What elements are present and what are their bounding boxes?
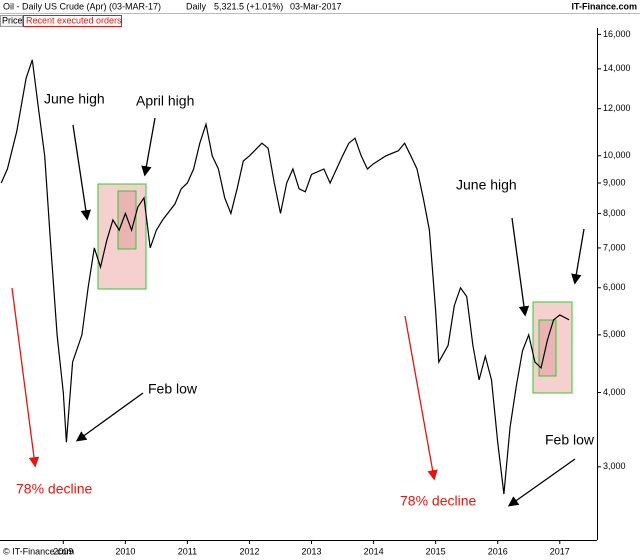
annotation: 78% decline [16,481,92,497]
x-tick-label: 2015 [426,546,446,556]
x-tick-label: 2010 [115,546,135,556]
tab-label[interactable]: Price [2,15,23,25]
last-price: 5,321.5 (+1.01%) [214,1,283,11]
arrow [72,124,91,221]
tab[interactable] [0,15,23,27]
y-tick-label: 7,000 [603,242,626,252]
y-tick-label: 10,000 [603,150,631,160]
plot [0,59,570,495]
arrow [75,392,144,442]
annotation: June high [44,91,105,107]
box [117,190,137,250]
tab[interactable] [23,15,122,27]
y-tick-label: 3,000 [603,461,626,471]
annotation: Feb low [545,432,595,448]
arrow [571,228,585,285]
y-tick-label: 8,000 [603,208,626,218]
x-tick-label: 2013 [302,546,322,556]
tab-label[interactable]: Recent executed orders [26,15,122,25]
box [538,319,557,377]
period: Daily [186,1,207,11]
arrows [11,117,585,507]
arrow [511,217,530,317]
highlight-boxes [97,183,573,394]
chart-title: Oil - Daily US Crude (Apr) (03-MAR-17) [3,1,161,11]
arrow [141,117,156,177]
copyright: © IT-Finance.com [3,546,74,556]
x-tick-label: 2016 [488,546,508,556]
source: IT-Finance.com [571,1,637,11]
annotation: 78% decline [400,493,476,509]
y-tick-label: 5,000 [603,329,626,339]
y-tick-label: 9,000 [603,177,626,187]
arrow [11,287,40,468]
date: 03-Mar-2017 [290,1,342,11]
x-tick-label: 2009 [53,546,73,556]
annotation: June high [456,177,517,193]
x-tick-label: 2017 [550,546,570,556]
y-tick-label: 14,000 [603,63,631,73]
y-tick-label: 4,000 [603,387,626,397]
x-tick-label: 2011 [178,546,197,556]
y-tick-label: 12,000 [603,103,631,113]
price-line [0,59,570,495]
arrow [404,315,438,481]
y-tick-label: 6,000 [603,282,626,292]
y-tick-label: 16,000 [603,29,631,39]
annotation: Feb low [148,381,198,397]
x-tick-label: 2014 [364,546,384,556]
annotation: April high [136,93,194,109]
x-tick-label: 2012 [239,546,259,556]
arrow [507,458,576,507]
